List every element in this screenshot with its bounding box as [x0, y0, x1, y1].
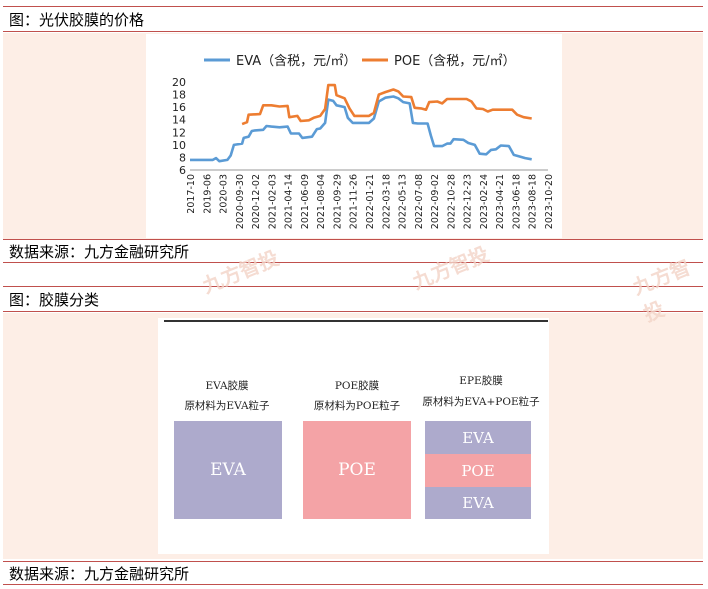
epe-bottom-eva-layer: EVA: [425, 487, 531, 519]
y-tick-label: 6: [179, 164, 186, 177]
epe-film-name: EPE胶膜: [459, 375, 503, 387]
epe-film-desc: 原材料为EVA+POE粒子: [422, 396, 540, 408]
x-tick-label: 2023-06-18: [511, 174, 522, 229]
y-tick-label: 12: [172, 126, 186, 139]
epe-middle-poe-layer: POE: [425, 454, 531, 487]
fig2-title: 图：胶膜分类: [3, 286, 703, 312]
x-tick-label: 2017-10: [186, 174, 197, 214]
x-tick-label: 2023-10-20: [544, 174, 555, 229]
legend-label: EVA（含税，元/㎡）: [236, 53, 357, 69]
y-tick-label: 16: [172, 101, 186, 114]
film-classification-panel: EVA胶膜 原材料为EVA粒子 EVA POE胶膜 原材料为POE粒子 POE …: [158, 318, 549, 554]
epe-top-eva-layer: EVA: [425, 421, 531, 454]
poe-film-desc: 原材料为POE粒子: [313, 400, 401, 412]
x-tick-label: 2022-05-13: [398, 174, 409, 229]
x-tick-label: 2022-12-23: [463, 174, 474, 229]
x-tick-label: 2023-02-24: [479, 174, 490, 229]
y-tick-label: 18: [172, 89, 186, 102]
poe-film-layer: POE: [303, 421, 411, 519]
x-tick-label: 2021-11-26: [349, 174, 360, 229]
fig2-source: 数据来源：九方金融研究所: [3, 561, 703, 585]
x-tick-label: 2021-08-04: [316, 174, 327, 229]
x-tick-label: 2021-06-09: [300, 174, 311, 229]
eva-film-layer: EVA: [174, 421, 282, 519]
eva-film-desc: 原材料为EVA粒子: [184, 400, 270, 412]
x-tick-label: 2022-07-08: [414, 174, 425, 229]
x-tick-label: 2022-03-18: [381, 174, 392, 229]
x-tick-label: 2023-04-21: [495, 174, 506, 229]
eva-price-line: [190, 95, 532, 163]
price-chart-panel: EVA（含税，元/㎡） POE（含税，元/㎡） 6 8 10 12 14 16 18 20 2017…: [146, 34, 562, 238]
x-tick-label: 2020-12-02: [251, 174, 262, 229]
fig1-title: 图：光伏胶膜的价格: [3, 6, 703, 32]
x-tick-label: 2019-06: [202, 174, 213, 214]
x-tick-label: 2021-09-29: [332, 174, 343, 229]
legend-label: POE（含税，元/㎡）: [394, 53, 516, 69]
x-tick-label: 2022-09-02: [430, 174, 441, 229]
y-tick-label: 10: [172, 139, 186, 152]
x-tick-label: 2021-04-14: [284, 174, 295, 229]
x-tick-label: 2023-08-18: [528, 174, 539, 229]
eva-film-name: EVA胶膜: [205, 380, 249, 392]
y-tick-label: 8: [179, 151, 186, 164]
y-tick-label: 14: [172, 114, 186, 127]
poe-film-name: POE胶膜: [334, 380, 380, 392]
poe-price-line: [241, 83, 532, 126]
top-rule: [164, 320, 548, 322]
x-tick-label: 2021-02-03: [267, 174, 278, 229]
x-tick-label: 2020-09-30: [235, 174, 246, 229]
x-tick-label: 2022-01-21: [365, 174, 376, 229]
y-tick-label: 20: [172, 76, 186, 89]
x-tick-label: 2022-10-28: [446, 174, 457, 229]
fig1-source: 数据来源：九方金融研究所: [3, 239, 703, 263]
x-tick-label: 2020-03: [219, 174, 230, 214]
